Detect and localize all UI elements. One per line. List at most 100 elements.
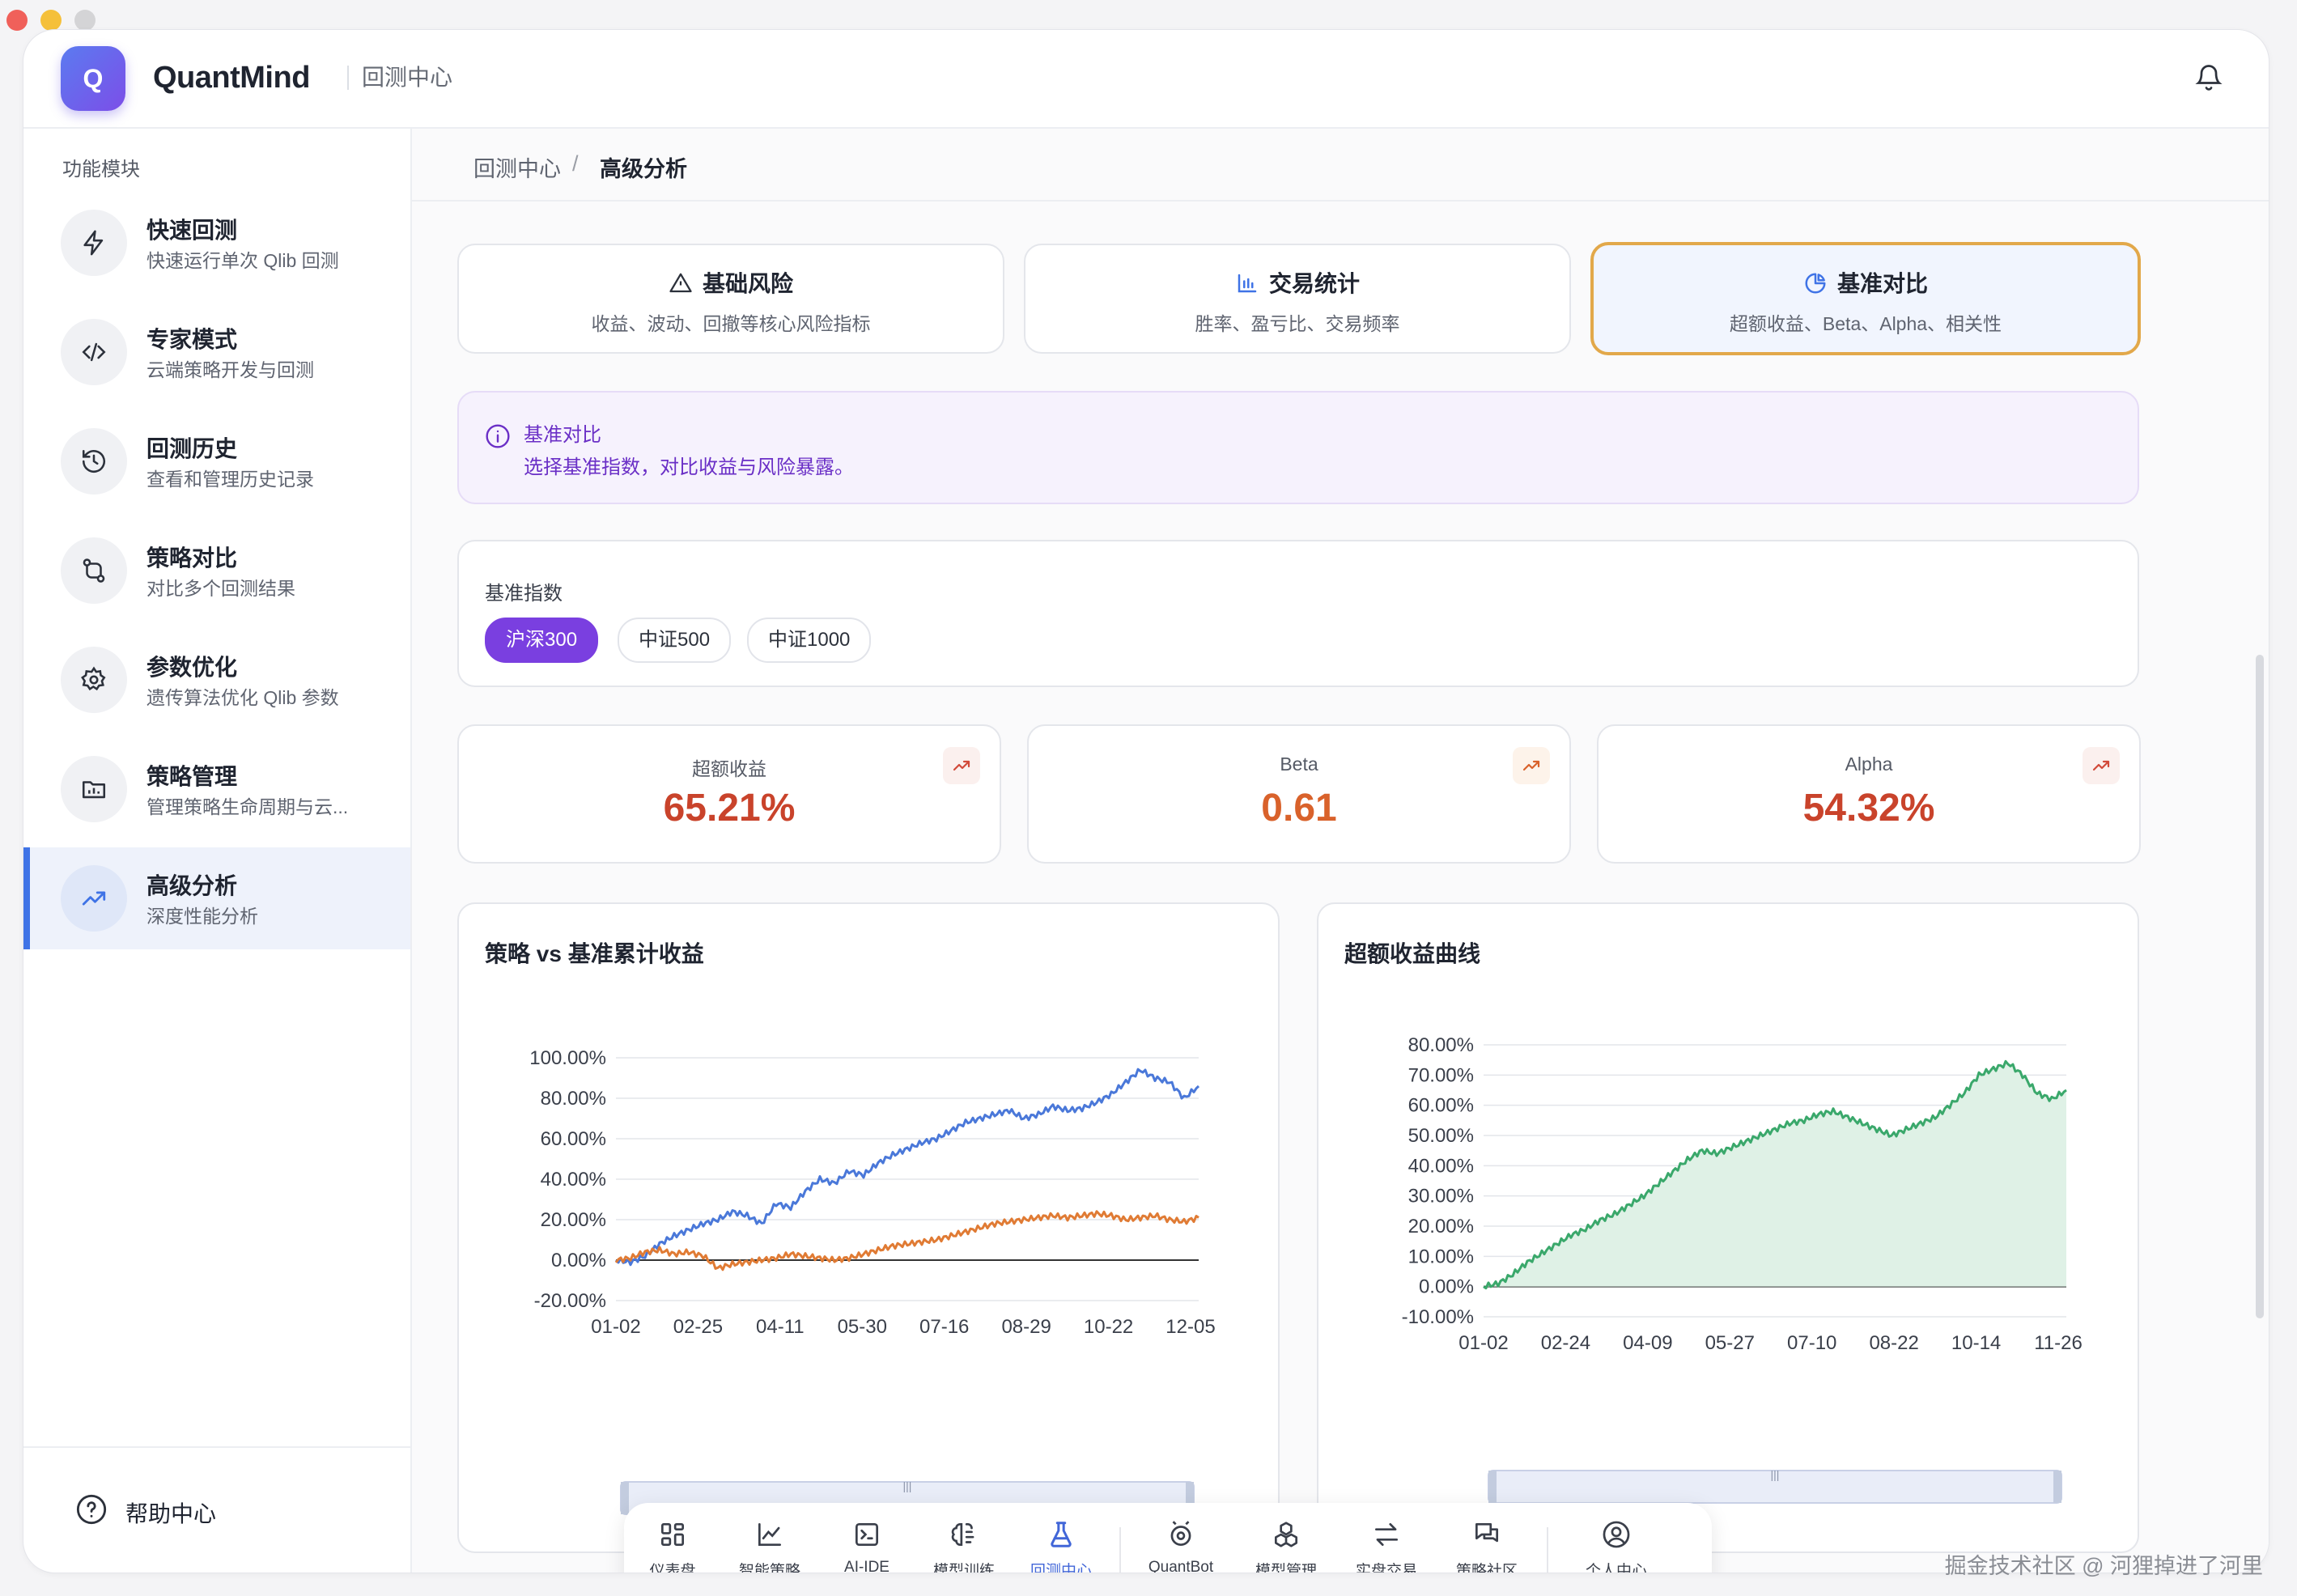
y-tick-label: -20.00% bbox=[534, 1290, 606, 1312]
zoom-handle-right bbox=[1186, 1482, 1194, 1514]
folder-icon bbox=[61, 756, 127, 822]
zoom-handle-left bbox=[1488, 1471, 1497, 1503]
sidebar-item-quick-backtest[interactable]: 快速回测 快速运行单次 Qlib 回测 bbox=[23, 192, 410, 294]
dock-label: 实盘交易 bbox=[1355, 1563, 1417, 1573]
sidebar-item-optimize[interactable]: 参数优化 遗传算法优化 Qlib 参数 bbox=[23, 629, 410, 731]
x-tick-label: 07-16 bbox=[919, 1316, 969, 1338]
line-chart-icon bbox=[758, 1522, 782, 1547]
grid-icon bbox=[660, 1522, 685, 1547]
brain-icon bbox=[951, 1522, 974, 1547]
dock-item-model-management[interactable]: 模型管理 bbox=[1238, 1519, 1335, 1573]
dock-label: 回测中心 bbox=[1030, 1563, 1092, 1573]
sidebar-item-label: 快速回测 bbox=[146, 218, 238, 243]
minimize-window-button[interactable] bbox=[40, 10, 62, 31]
app-window: Q QuantMind 回测中心 功能模块 快速回测 快速运行单次 Qlib 回… bbox=[23, 29, 2269, 1573]
dock-label: 个人中心 bbox=[1585, 1563, 1647, 1573]
tab-basic-risk[interactable]: 基础风险 收益、波动、回撤等核心风险指标 bbox=[457, 244, 1004, 354]
y-tick-label: 30.00% bbox=[1408, 1186, 1474, 1208]
close-window-button[interactable] bbox=[6, 10, 28, 31]
sidebar-item-desc: 查看和管理历史记录 bbox=[146, 469, 314, 490]
metric-label: Alpha bbox=[1845, 753, 1893, 775]
sidebar-item-history[interactable]: 回测历史 查看和管理历史记录 bbox=[23, 410, 410, 512]
dock-item-quantbot[interactable]: QuantBot bbox=[1132, 1519, 1229, 1573]
sidebar-item-desc: 对比多个回测结果 bbox=[146, 578, 295, 599]
scrollbar[interactable] bbox=[2256, 655, 2264, 1318]
y-tick-label: 100.00% bbox=[529, 1047, 606, 1069]
x-tick-label: 01-02 bbox=[591, 1316, 640, 1338]
series-line-1 bbox=[614, 1210, 1199, 1271]
x-tick-label: 05-30 bbox=[838, 1316, 887, 1338]
benchmark-label: 基准指数 bbox=[485, 583, 563, 605]
info-icon bbox=[485, 423, 511, 453]
series-line-0 bbox=[614, 1068, 1200, 1267]
sidebar-item-advanced-analysis[interactable]: 高级分析 深度性能分析 bbox=[23, 847, 410, 949]
sidebar-item-label: 参数优化 bbox=[146, 655, 238, 680]
benchmark-option-hs300[interactable]: 沪深300 bbox=[485, 618, 599, 663]
sidebar-item-compare[interactable]: 策略对比 对比多个回测结果 bbox=[23, 520, 410, 622]
metric-value: 65.21% bbox=[663, 787, 796, 830]
zoom-handle-right bbox=[2053, 1471, 2061, 1503]
dock-item-backtest-center[interactable]: 回测中心 bbox=[1013, 1519, 1110, 1573]
dock-item-dashboard[interactable]: 仪表盘 bbox=[624, 1519, 721, 1573]
zoom-grip: ||| bbox=[903, 1479, 912, 1492]
sidebar-item-label: 高级分析 bbox=[146, 873, 238, 898]
y-tick-label: 40.00% bbox=[541, 1169, 606, 1191]
tab-title: 交易统计 bbox=[1268, 271, 1360, 296]
dock-label: 模型训练 bbox=[932, 1563, 995, 1573]
tab-benchmark-compare[interactable]: 基准对比 超额收益、Beta、Alpha、相关性 bbox=[1590, 242, 2141, 355]
help-label: 帮助中心 bbox=[125, 1501, 217, 1526]
y-tick-label: 80.00% bbox=[1408, 1034, 1474, 1056]
dock-label: 模型管理 bbox=[1255, 1563, 1317, 1573]
dock-label: 智能策略 bbox=[738, 1563, 800, 1573]
info-title: 基准对比 bbox=[524, 424, 601, 446]
trend-up-icon bbox=[1513, 747, 1550, 784]
sidebar-item-desc: 深度性能分析 bbox=[146, 906, 258, 927]
tab-desc: 收益、波动、回撤等核心风险指标 bbox=[591, 313, 871, 334]
bell-icon[interactable] bbox=[2194, 61, 2223, 97]
benchmark-option-zz1000[interactable]: 中证1000 bbox=[747, 618, 872, 663]
info-banner: 基准对比 选择基准指数，对比收益与风险暴露。 bbox=[457, 391, 2139, 504]
tab-desc: 超额收益、Beta、Alpha、相关性 bbox=[1729, 313, 2002, 334]
x-tick-label: 05-27 bbox=[1705, 1332, 1755, 1354]
x-tick-label: 01-02 bbox=[1458, 1332, 1508, 1354]
sidebar-item-label: 策略管理 bbox=[146, 764, 238, 789]
y-tick-label: 50.00% bbox=[1408, 1125, 1474, 1147]
sidebar-item-expert-mode[interactable]: 专家模式 云端策略开发与回测 bbox=[23, 301, 410, 403]
app-logo[interactable]: Q bbox=[61, 46, 125, 111]
metric-value: 0.61 bbox=[1261, 787, 1337, 830]
breadcrumb-root[interactable]: 回测中心 bbox=[473, 157, 561, 181]
gear-icon bbox=[61, 647, 127, 713]
sidebar-item-label: 专家模式 bbox=[146, 327, 238, 352]
breadcrumb: 回测中心 / 高级分析 bbox=[412, 129, 2269, 202]
x-tick-label: 04-09 bbox=[1623, 1332, 1672, 1354]
breadcrumb-separator: / bbox=[572, 151, 579, 176]
y-tick-label: 20.00% bbox=[541, 1209, 606, 1231]
help-icon bbox=[75, 1493, 108, 1530]
benchmark-option-zz500[interactable]: 中证500 bbox=[618, 618, 732, 663]
sidebar: 功能模块 快速回测 快速运行单次 Qlib 回测 专家模式 云端策略开发与回测 … bbox=[23, 129, 412, 1573]
dock-label: QuantBot bbox=[1148, 1559, 1214, 1573]
dock-item-smart-strategy[interactable]: 智能策略 bbox=[721, 1519, 818, 1573]
x-tick-label: 10-22 bbox=[1084, 1316, 1133, 1338]
dock-item-ai-ide[interactable]: AI-IDE bbox=[818, 1519, 915, 1573]
tab-title: 基础风险 bbox=[702, 271, 793, 296]
dock-item-live-trading[interactable]: 实盘交易 bbox=[1338, 1519, 1435, 1573]
user-icon bbox=[1603, 1521, 1630, 1548]
tab-trade-stats[interactable]: 交易统计 胜率、盈亏比、交易频率 bbox=[1024, 244, 1571, 354]
help-center[interactable]: 帮助中心 bbox=[23, 1446, 410, 1573]
compare-icon bbox=[61, 537, 127, 604]
dock-item-profile[interactable]: 个人中心 bbox=[1568, 1519, 1665, 1573]
series-line-0 bbox=[1483, 1059, 2067, 1290]
sidebar-item-label: 策略对比 bbox=[146, 545, 238, 571]
sidebar-item-strategy-manage[interactable]: 策略管理 管理策略生命周期与云... bbox=[23, 738, 410, 840]
y-tick-label: -10.00% bbox=[1402, 1306, 1474, 1328]
dock-item-community[interactable]: 策略社区 bbox=[1438, 1519, 1535, 1573]
brand-name: QuantMind bbox=[153, 61, 310, 95]
dock-item-model-training[interactable]: 模型训练 bbox=[915, 1519, 1013, 1573]
maximize-window-button[interactable] bbox=[74, 10, 96, 31]
zoom-grip: ||| bbox=[1771, 1468, 1780, 1481]
breadcrumb-current: 高级分析 bbox=[600, 157, 687, 181]
pie-chart-icon bbox=[1805, 273, 1826, 294]
x-tick-label: 11-26 bbox=[2034, 1332, 2083, 1354]
x-tick-label: 04-11 bbox=[756, 1316, 805, 1338]
